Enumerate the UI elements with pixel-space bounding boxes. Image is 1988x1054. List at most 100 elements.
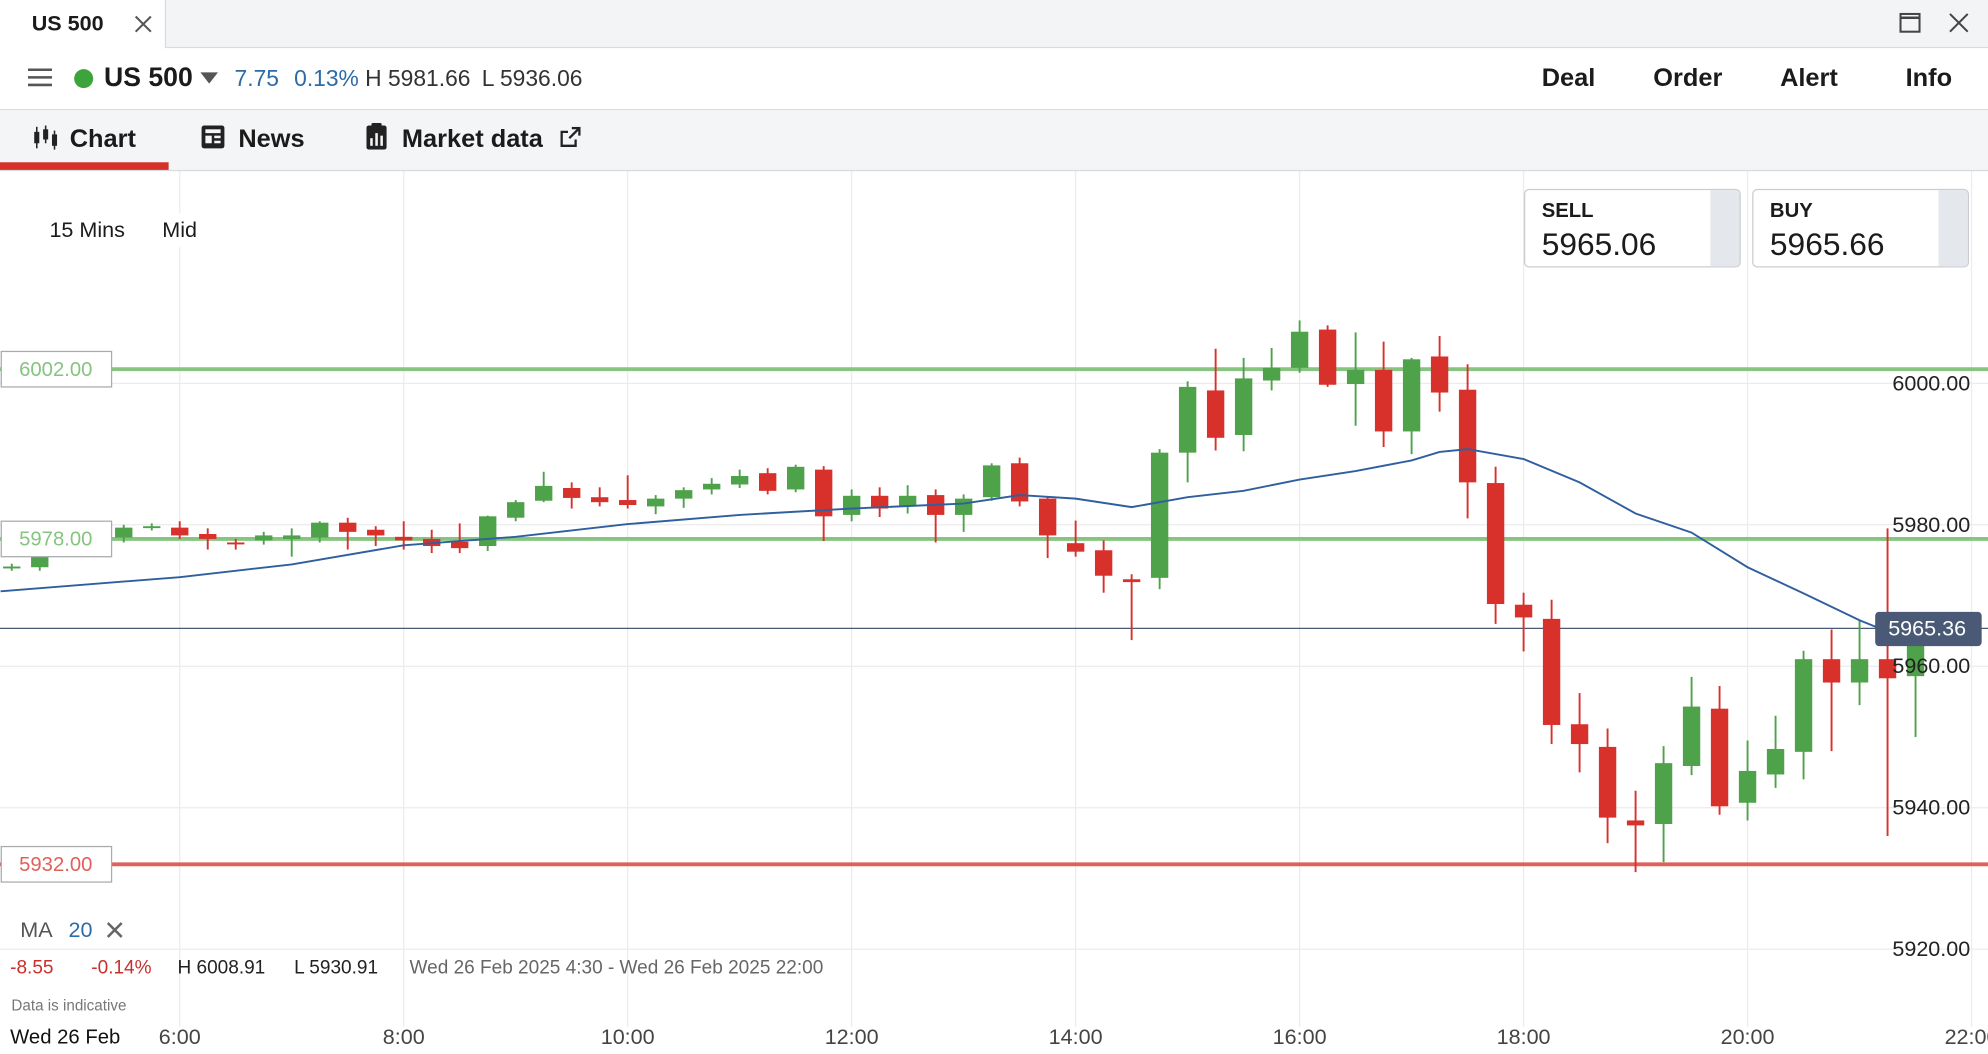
interval-label: 15 Mins — [49, 218, 125, 243]
candle-body — [1010, 463, 1029, 502]
buy-label: BUY — [1769, 200, 1813, 222]
instrument-header — [0, 48, 1988, 111]
disclaimer: Data is indicative — [11, 996, 127, 1015]
news-icon — [201, 125, 225, 149]
candle-body — [395, 536, 413, 541]
price-type-button[interactable]: Mid — [147, 213, 214, 248]
news-tab[interactable]: News — [238, 125, 305, 154]
instrument-dropdown[interactable] — [200, 72, 219, 84]
candle-body — [1262, 367, 1281, 381]
menu-button[interactable] — [27, 67, 52, 87]
candle-body — [255, 535, 273, 541]
overlay: 6:00 8:00 10:00 12:00 14:00 16:00 18:00 20:00 22… — [0, 350, 1988, 1049]
indicator-name: MA — [20, 917, 53, 943]
candle-body — [1850, 659, 1869, 683]
candle-body — [1402, 359, 1421, 432]
candle-body — [283, 535, 301, 539]
candle-body — [1570, 724, 1589, 745]
candle-body — [1066, 543, 1085, 552]
period-low: L 5930.91 — [294, 957, 379, 979]
candle-body — [1710, 708, 1729, 807]
tab-close[interactable] — [134, 15, 152, 33]
indicator-period: 20 — [68, 917, 93, 943]
candle-body — [1878, 659, 1897, 679]
candle-body — [1458, 389, 1477, 483]
market-data-tab[interactable]: Market data — [401, 125, 543, 154]
sell-price: 5965.06 — [1541, 226, 1657, 263]
candle-body — [339, 522, 357, 532]
x-tick-label: 18:00 — [1497, 1024, 1551, 1049]
price-level-label: 5932.00 — [19, 854, 92, 876]
candle-body — [1486, 483, 1505, 605]
candle-body — [870, 495, 889, 509]
candle-body — [1514, 604, 1533, 618]
candle-body — [311, 522, 329, 538]
candle-body — [563, 488, 581, 498]
status-dot — [74, 69, 94, 89]
change-pct: 0.13% — [294, 65, 359, 92]
candle-body — [227, 542, 245, 545]
external-link-icon — [560, 126, 581, 147]
candle-body — [814, 469, 833, 517]
tab-title: US 500 — [31, 11, 104, 36]
price-level-box — [0, 520, 113, 558]
candle-body — [619, 500, 637, 505]
interval-button[interactable]: 15 Mins — [32, 213, 143, 248]
order-button[interactable]: Order — [1653, 64, 1723, 93]
info-button[interactable]: Info — [1905, 64, 1953, 93]
instrument-name[interactable]: US 500 — [103, 63, 193, 93]
moving-average-line — [0, 448, 1916, 644]
sell-button[interactable]: SELL 5965.06 — [1523, 188, 1741, 268]
tab[interactable]: US 500 — [0, 0, 167, 49]
candle-body — [1290, 331, 1309, 368]
buy-price: 5965.66 — [1769, 226, 1885, 263]
x-tick-label: 16:00 — [1273, 1024, 1327, 1049]
candle-body — [115, 527, 133, 538]
plot-area — [0, 320, 1988, 873]
candle-body — [535, 485, 553, 501]
deal-button[interactable]: Deal — [1541, 64, 1596, 93]
candle-body — [1122, 579, 1141, 583]
x-tick-label: 6:00 — [159, 1024, 201, 1049]
buy-strip — [1938, 190, 1968, 267]
x-tick-label: 12:00 — [825, 1024, 879, 1049]
candle-body — [703, 483, 721, 490]
buy-button[interactable]: BUY 5965.66 — [1752, 188, 1969, 268]
change: 7.75 — [234, 65, 279, 92]
candle-body — [143, 526, 161, 529]
grid — [0, 171, 1988, 1027]
chart-tab[interactable]: Chart — [69, 125, 136, 154]
candle-body — [1794, 659, 1813, 752]
price-level-label: 5978.00 — [19, 529, 92, 551]
x-tick-label: 10:00 — [601, 1024, 655, 1049]
candle-body — [171, 527, 189, 536]
candle-body — [591, 497, 609, 503]
candle-body — [507, 502, 525, 518]
y-tick-label: 5920.00 — [1892, 936, 1970, 961]
candle-body — [1206, 390, 1225, 438]
last-price-label: 5965.36 — [1888, 615, 1966, 640]
y-tick-label: 5940.00 — [1892, 795, 1970, 820]
candle-body — [1318, 329, 1337, 385]
y-tick-label: 5960.00 — [1892, 653, 1970, 678]
candle-body — [1626, 820, 1645, 826]
indicator-remove[interactable] — [106, 922, 123, 938]
x-tick-label: 14:00 — [1049, 1024, 1103, 1049]
maximize-button[interactable] — [1899, 12, 1921, 33]
candle-body — [1346, 369, 1365, 385]
candle-body — [1906, 640, 1925, 677]
candle-body — [1542, 618, 1561, 725]
candle-body — [786, 466, 805, 490]
alert-button[interactable]: Alert — [1780, 64, 1838, 93]
candle-body — [1430, 356, 1449, 393]
close-button[interactable] — [1949, 13, 1969, 33]
nav-bar — [0, 110, 1988, 172]
candle-body — [199, 533, 217, 539]
candle-body — [675, 490, 693, 499]
x-tick-label: 22:00 — [1945, 1024, 1988, 1049]
candle-body — [1374, 369, 1393, 432]
period-high: H 6008.91 — [177, 957, 266, 979]
candle-body — [842, 495, 861, 515]
y-tick-label: 6000.00 — [1892, 370, 1970, 395]
